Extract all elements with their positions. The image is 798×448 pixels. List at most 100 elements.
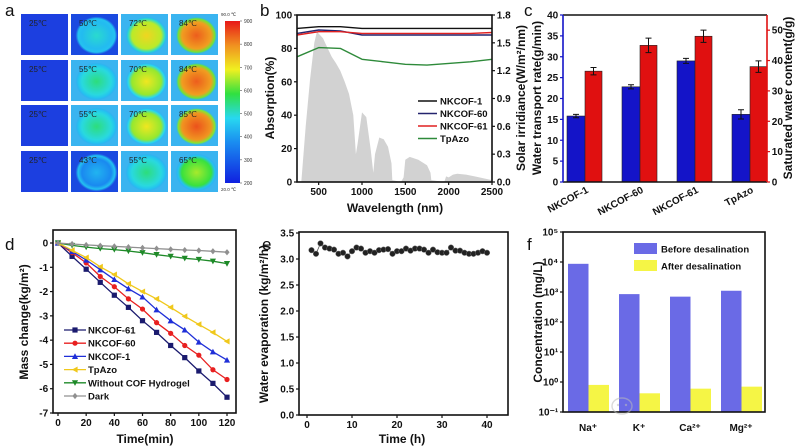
data-point: [83, 241, 89, 249]
data-point: [125, 296, 132, 302]
data-point: [71, 366, 78, 373]
error-bar: [683, 57, 689, 64]
colorbar-tick-label: 300: [244, 158, 253, 164]
data-point: [167, 253, 174, 260]
x-tick-label: 0: [304, 420, 310, 431]
x-axis-title: Time(min): [116, 432, 173, 446]
temperature-label: 55℃: [79, 110, 97, 119]
y-tick-label: 0.3: [497, 150, 511, 161]
y-tick-label: 0.6: [497, 122, 511, 133]
y-axis-title: Absorption(%): [263, 57, 277, 140]
data-point: [224, 376, 230, 383]
data-point: [181, 313, 188, 320]
data-point: [224, 394, 230, 400]
data-point: [223, 338, 230, 345]
data-point: [125, 304, 132, 310]
data-point: [344, 253, 351, 260]
y-tick-label: 0: [43, 239, 49, 250]
data-point: [210, 367, 216, 373]
bar: [584, 70, 603, 183]
data-point: [111, 276, 118, 283]
temperature-label: 70℃: [129, 110, 147, 119]
y-tick-label: 0: [287, 178, 293, 189]
data-point: [55, 239, 61, 247]
bar: [639, 393, 660, 412]
panel-label-f: f: [527, 235, 532, 254]
data-point: [139, 250, 146, 256]
data-point: [357, 245, 365, 252]
data-point: [312, 250, 320, 257]
y-tick-label: 5: [553, 157, 559, 168]
x-tick-label: 80: [165, 418, 177, 429]
data-point: [111, 284, 117, 290]
x-tick-label: 1000: [351, 187, 374, 198]
temperature-label: 65℃: [179, 156, 197, 165]
plot-frame: [52, 229, 237, 414]
colorbar-tick-label: 700: [244, 65, 253, 71]
error-bar: [738, 109, 744, 120]
data-point: [420, 246, 428, 253]
bar: [639, 45, 658, 183]
data-point: [139, 306, 146, 312]
data-point: [168, 330, 174, 336]
y-tick-label: -3: [39, 311, 48, 322]
colorbar-max-label: 90.0 ℃: [221, 12, 237, 17]
mass-change-chart: NKCOF-61 NKCOF-60 NKCOF-1 TpAzo Without COF …: [17, 229, 237, 446]
y-tick-label: 3.0: [280, 255, 294, 266]
y-tick-label: 1.2: [497, 66, 511, 77]
data-point: [153, 245, 160, 252]
data-point: [223, 356, 231, 363]
data-point: [125, 244, 132, 251]
y-tick-label: 40: [547, 11, 559, 22]
data-point: [139, 244, 146, 251]
data-point: [71, 353, 79, 359]
data-point: [125, 280, 132, 287]
data-point: [196, 368, 202, 374]
y-axis-right-title: Solar irridiance(W/m²/nm): [514, 25, 528, 171]
category-label: Mg²⁺: [729, 423, 752, 434]
data-point: [182, 342, 188, 349]
y-tick-label: 30: [547, 52, 559, 63]
data-point: [97, 279, 103, 285]
series-line-nkcof-61: [296, 31, 493, 36]
desalination-chart: Before desalination After desalination 10⁻…: [531, 228, 766, 434]
error-bar: [755, 60, 762, 73]
y-tick-label: 25: [547, 73, 559, 84]
x-tick-label: 0: [55, 418, 61, 429]
y-tick-label: 2.5: [280, 281, 294, 292]
water-evaporation-chart: 0 10 20 30 40 0.0 0.5 1.0 1.5 2.0 2.5 3.0 3.5 Time (h…: [257, 229, 509, 446]
data-point: [111, 292, 117, 298]
y-tick-label: -1: [39, 263, 48, 274]
hot-spot: [75, 153, 118, 192]
bar: [566, 115, 586, 183]
data-point: [72, 340, 78, 346]
y-tick-label: 0: [772, 178, 778, 189]
data-point: [209, 258, 217, 265]
legend-swatch: [634, 260, 657, 271]
legend-label: NKCOF-1: [88, 352, 131, 363]
thermal-tile: 43℃: [71, 151, 118, 192]
y-axis-title: Mass change(kg/m²): [17, 264, 31, 379]
legend-label: TpAzo: [440, 134, 469, 145]
temperature-label: 85℃: [179, 110, 197, 119]
data-point: [196, 247, 202, 254]
error-bar: [645, 37, 652, 54]
y-axis-right-title: Saturated water content(g/g): [781, 17, 795, 180]
series-line-nkcof-60: [296, 29, 492, 36]
data-point: [223, 261, 231, 267]
x-axis-title: Time (h): [379, 432, 425, 446]
y-tick-label: 1.5: [280, 333, 294, 344]
y-tick-label: 20: [772, 117, 784, 128]
y-tick-label: 80: [281, 44, 293, 55]
data-point: [168, 342, 174, 349]
data-point: [429, 246, 437, 253]
data-point: [83, 254, 89, 261]
tile-background: [21, 105, 68, 146]
y-tick-label: 35: [547, 31, 559, 42]
y-tick-label: -6: [39, 384, 48, 395]
data-point: [210, 380, 216, 386]
data-point: [125, 248, 132, 255]
bar: [694, 35, 713, 183]
y-axis-title: Concentration (mg/L): [531, 261, 545, 382]
bar: [588, 384, 609, 412]
